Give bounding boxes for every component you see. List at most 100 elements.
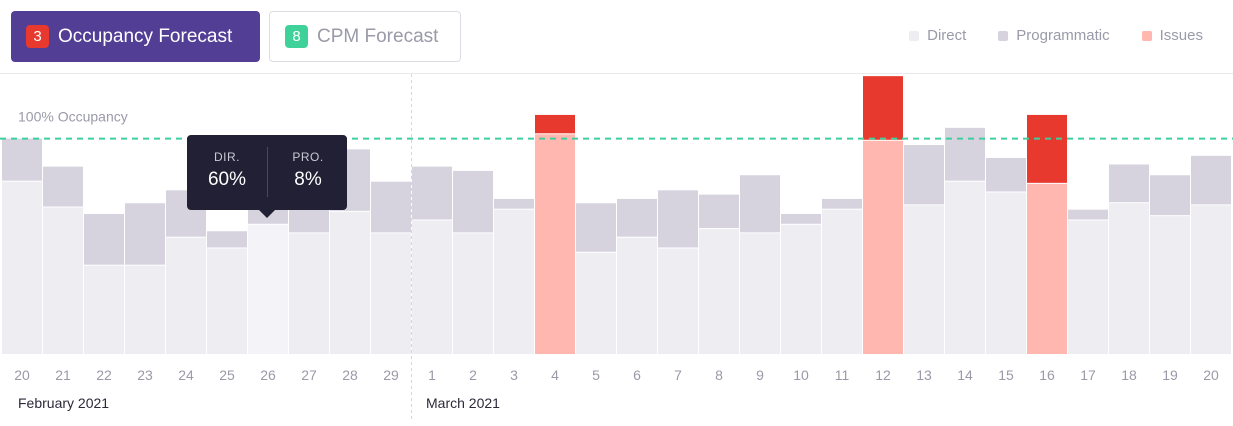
- legend-issues-swatch: [1141, 30, 1152, 41]
- bar-programmatic-28[interactable]: [1150, 175, 1190, 216]
- bar-direct-19[interactable]: [781, 224, 821, 354]
- bar-direct-6[interactable]: [248, 224, 288, 354]
- bar-direct-5[interactable]: [207, 248, 247, 354]
- x-tick-label-1: 21: [55, 367, 71, 383]
- month-label-february: February 2021: [18, 395, 110, 411]
- bar-programmatic-11[interactable]: [453, 170, 493, 233]
- x-tick-label-9: 29: [383, 367, 399, 383]
- bar-direct-29[interactable]: [1191, 205, 1231, 354]
- bar-tooltip: DIR. 60% PRO. 8%: [187, 135, 348, 218]
- bar-direct-4[interactable]: [166, 237, 206, 354]
- x-tick-label-19: 10: [793, 367, 809, 383]
- tooltip-separator: [267, 147, 268, 197]
- bar-programmatic-14[interactable]: [576, 203, 616, 252]
- tab-cpm-forecast[interactable]: 8 CPM Forecast: [269, 11, 461, 62]
- bar-programmatic-17[interactable]: [699, 194, 739, 229]
- bar-direct-8[interactable]: [330, 211, 370, 354]
- bar-programmatic-26[interactable]: [1068, 209, 1108, 220]
- bar-direct-10[interactable]: [412, 220, 452, 354]
- bar-direct-23[interactable]: [945, 181, 985, 354]
- bar-programmatic-29[interactable]: [1191, 155, 1231, 205]
- bar-direct-13[interactable]: [535, 134, 575, 354]
- bar-direct-3[interactable]: [125, 265, 165, 354]
- bar-programmatic-22[interactable]: [904, 145, 944, 205]
- bar-issues-21[interactable]: [863, 76, 903, 140]
- bar-programmatic-12[interactable]: [494, 198, 534, 209]
- reference-line-label: 100% Occupancy: [18, 109, 128, 125]
- x-tick-label-23: 14: [957, 367, 973, 383]
- x-tick-label-4: 24: [178, 367, 194, 383]
- bar-direct-1[interactable]: [43, 207, 83, 354]
- bar-programmatic-24[interactable]: [986, 158, 1026, 192]
- tooltip-programmatic-value: 8%: [294, 169, 322, 190]
- legend-direct-label: Direct: [927, 27, 967, 44]
- bar-programmatic-16[interactable]: [658, 190, 698, 248]
- bar-direct-17[interactable]: [699, 229, 739, 354]
- legend-programmatic[interactable]: Programmatic: [998, 27, 1110, 44]
- tooltip-direct: DIR. 60%: [187, 150, 267, 191]
- bar-direct-11[interactable]: [453, 233, 493, 354]
- bar-programmatic-19[interactable]: [781, 214, 821, 224]
- bar-direct-12[interactable]: [494, 209, 534, 354]
- occupancy-count-badge: 3: [26, 25, 49, 48]
- tooltip-programmatic: PRO. 8%: [268, 150, 348, 191]
- x-tick-label-26: 17: [1080, 367, 1096, 383]
- bar-direct-21[interactable]: [863, 140, 903, 354]
- bar-programmatic-10[interactable]: [412, 166, 452, 220]
- x-tick-label-16: 7: [674, 367, 682, 383]
- bar-direct-26[interactable]: [1068, 220, 1108, 354]
- bar-direct-22[interactable]: [904, 205, 944, 354]
- header-divider: [0, 73, 1233, 74]
- bar-direct-16[interactable]: [658, 248, 698, 354]
- cpm-count-badge: 8: [285, 25, 308, 48]
- bar-direct-20[interactable]: [822, 209, 862, 354]
- legend-issues-label: Issues: [1159, 27, 1203, 44]
- bar-programmatic-0[interactable]: [2, 138, 42, 181]
- legend-programmatic-label: Programmatic: [1016, 27, 1110, 44]
- x-tick-label-18: 9: [756, 367, 764, 383]
- x-tick-label-13: 4: [551, 367, 559, 383]
- bar-programmatic-18[interactable]: [740, 175, 780, 233]
- x-tick-label-27: 18: [1121, 367, 1137, 383]
- bar-direct-2[interactable]: [84, 265, 124, 354]
- bar-direct-27[interactable]: [1109, 203, 1149, 354]
- x-tick-label-22: 13: [916, 367, 932, 383]
- bar-direct-24[interactable]: [986, 192, 1026, 354]
- bar-programmatic-5[interactable]: [207, 231, 247, 248]
- bar-direct-7[interactable]: [289, 233, 329, 354]
- bar-direct-15[interactable]: [617, 237, 657, 354]
- bar-programmatic-2[interactable]: [84, 214, 124, 265]
- bar-direct-18[interactable]: [740, 233, 780, 354]
- x-tick-label-24: 15: [998, 367, 1014, 383]
- legend-issues[interactable]: Issues: [1141, 27, 1203, 44]
- bar-direct-0[interactable]: [2, 181, 42, 354]
- x-tick-label-7: 27: [301, 367, 317, 383]
- tab-occupancy-label: Occupancy Forecast: [58, 25, 233, 47]
- legend-direct[interactable]: Direct: [909, 27, 966, 44]
- x-tick-label-12: 3: [510, 367, 518, 383]
- bar-direct-25[interactable]: [1027, 183, 1067, 354]
- x-tick-label-0: 20: [14, 367, 30, 383]
- chart-legend: Direct Programmatic Issues: [909, 27, 1203, 44]
- bar-issues-25[interactable]: [1027, 114, 1067, 183]
- bar-issues-13[interactable]: [535, 114, 575, 134]
- legend-direct-swatch: [909, 30, 920, 41]
- x-tick-label-6: 26: [260, 367, 276, 383]
- bar-programmatic-9[interactable]: [371, 181, 411, 233]
- bar-direct-28[interactable]: [1150, 216, 1190, 354]
- bar-programmatic-15[interactable]: [617, 198, 657, 237]
- bar-programmatic-27[interactable]: [1109, 164, 1149, 203]
- bar-direct-14[interactable]: [576, 252, 616, 354]
- bar-direct-9[interactable]: [371, 233, 411, 354]
- bar-programmatic-3[interactable]: [125, 203, 165, 265]
- tab-occupancy-forecast[interactable]: 3 Occupancy Forecast: [11, 11, 260, 62]
- month-label-march: March 2021: [426, 395, 500, 411]
- legend-programmatic-swatch: [998, 30, 1009, 41]
- bar-programmatic-23[interactable]: [945, 127, 985, 181]
- x-tick-label-5: 25: [219, 367, 235, 383]
- tooltip-direct-value: 60%: [207, 169, 247, 190]
- bar-programmatic-1[interactable]: [43, 166, 83, 207]
- bar-programmatic-20[interactable]: [822, 198, 862, 209]
- tab-cpm-label: CPM Forecast: [317, 25, 439, 47]
